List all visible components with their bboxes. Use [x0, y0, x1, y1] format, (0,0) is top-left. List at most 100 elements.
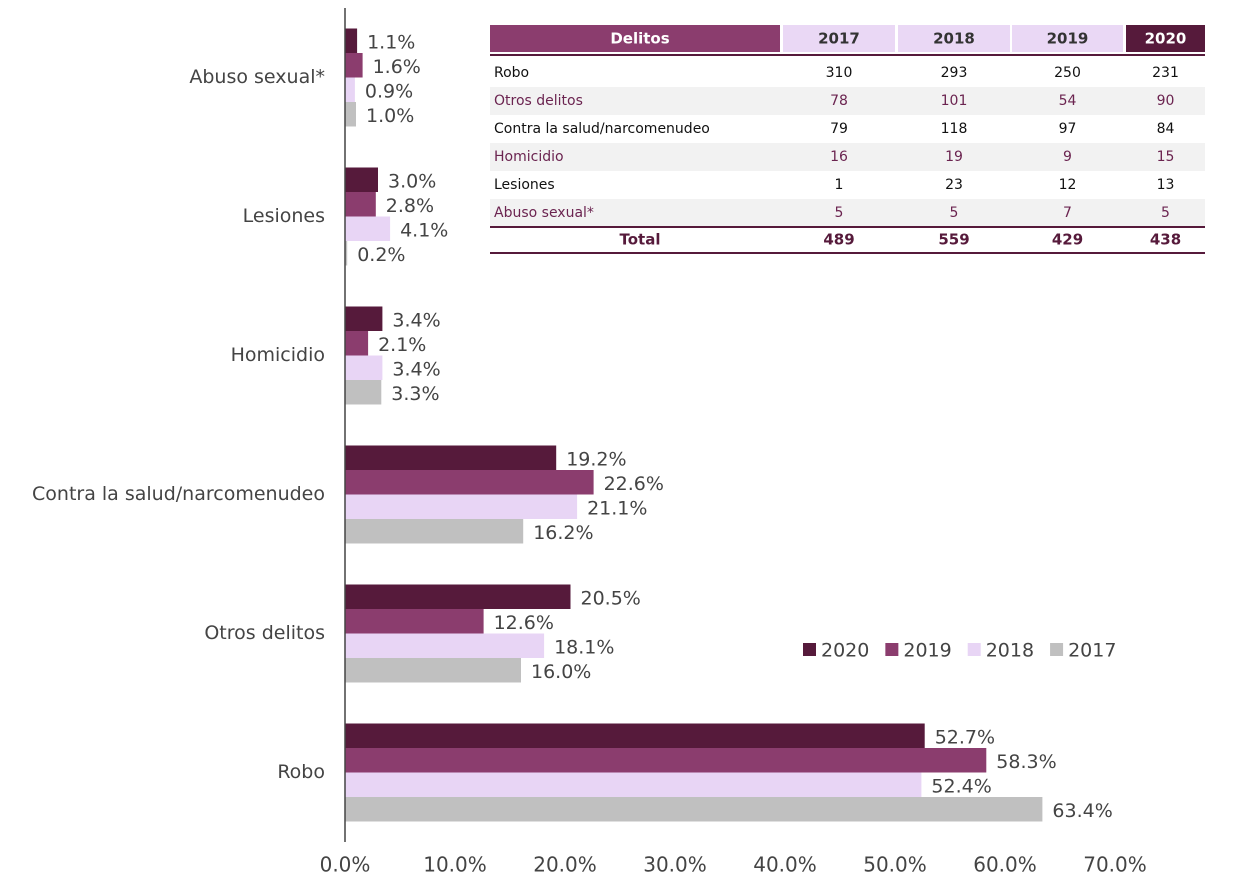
table-header: Delitos — [610, 30, 669, 48]
bar — [345, 748, 987, 773]
bar — [345, 380, 382, 405]
value-label: 52.7% — [935, 726, 995, 748]
legend-swatch — [803, 643, 816, 656]
value-label: 22.6% — [604, 473, 664, 495]
value-label: 0.9% — [365, 80, 413, 102]
table-cell: Abuso sexual* — [494, 205, 594, 221]
table-cell: 13 — [1157, 177, 1175, 193]
table-header-cell — [783, 25, 895, 52]
bar — [345, 584, 571, 609]
table-row-bg — [490, 87, 1205, 115]
table-cell: 90 — [1157, 93, 1175, 109]
legend-swatch — [967, 643, 981, 656]
value-label: 1.1% — [367, 31, 415, 53]
bar — [345, 331, 369, 356]
legend-label: 2018 — [986, 640, 1034, 662]
bar — [345, 797, 1043, 822]
bar — [345, 470, 594, 495]
table-cell: Robo — [494, 65, 529, 81]
bar — [345, 519, 524, 544]
category-label: Abuso sexual* — [189, 66, 325, 88]
bar — [345, 772, 922, 797]
bar — [345, 28, 358, 53]
table-cell: 9 — [1063, 149, 1072, 165]
table-row-bg — [490, 143, 1205, 171]
bar — [345, 77, 355, 102]
legend-label: 2017 — [1068, 640, 1116, 662]
table-cell: 7 — [1063, 205, 1072, 221]
legend-swatch — [885, 643, 899, 656]
table-row-bg — [490, 199, 1205, 227]
value-label: 12.6% — [494, 612, 554, 634]
category-label: Homicidio — [231, 344, 325, 366]
table-header-cell — [1012, 25, 1123, 52]
value-label: 1.0% — [366, 105, 414, 127]
bar — [345, 355, 383, 380]
bar — [345, 192, 376, 217]
bar — [345, 494, 578, 519]
table-header: 2017 — [818, 30, 860, 48]
table-cell: 1 — [835, 177, 844, 193]
bar — [345, 53, 363, 78]
bar — [345, 216, 391, 241]
table-total: 489 — [823, 231, 854, 249]
x-tick-label: 0.0% — [320, 853, 371, 877]
bar — [345, 723, 925, 748]
table-cell: 78 — [830, 93, 848, 109]
table-cell: 293 — [941, 65, 968, 81]
table-cell: 54 — [1059, 93, 1077, 109]
bar — [345, 102, 356, 127]
value-label: 18.1% — [554, 636, 614, 658]
x-tick-label: 30.0% — [643, 853, 707, 877]
table-header-cell — [490, 25, 780, 52]
value-label: 2.8% — [386, 195, 434, 217]
table-cell: 15 — [1157, 149, 1175, 165]
table-cell: Homicidio — [494, 149, 564, 165]
value-label: 20.5% — [581, 587, 641, 609]
table-cell: 23 — [945, 177, 963, 193]
table-cell: 5 — [835, 205, 844, 221]
value-label: 21.1% — [587, 497, 647, 519]
table-header: 2019 — [1047, 30, 1089, 48]
bar — [345, 241, 348, 266]
table-cell: Otros delitos — [494, 93, 583, 109]
table-cell: 97 — [1059, 121, 1077, 137]
table-cell: 19 — [945, 149, 963, 165]
table-cell: 84 — [1157, 121, 1175, 137]
value-label: 3.4% — [392, 358, 440, 380]
bar — [345, 658, 521, 683]
bar — [345, 445, 557, 470]
x-tick-label: 50.0% — [863, 853, 927, 877]
value-label: 4.1% — [400, 219, 448, 241]
table-cell: Contra la salud/narcomenudeo — [494, 121, 710, 137]
value-label: 3.0% — [388, 170, 436, 192]
table-cell: Lesiones — [494, 177, 555, 193]
legend-label: 2020 — [821, 640, 869, 662]
value-label: 1.6% — [373, 56, 421, 78]
value-label: 58.3% — [996, 751, 1056, 773]
value-label: 2.1% — [378, 334, 426, 356]
table-cell: 101 — [941, 93, 968, 109]
table-cell: 16 — [830, 149, 848, 165]
table-cell: 250 — [1054, 65, 1081, 81]
table-total: Total — [620, 231, 661, 249]
table-header-cell — [1126, 25, 1205, 52]
value-label: 16.2% — [533, 522, 593, 544]
bar — [345, 306, 383, 331]
value-label: 3.3% — [391, 383, 439, 405]
value-label: 52.4% — [931, 775, 991, 797]
value-label: 16.0% — [531, 661, 591, 683]
table-total: 559 — [938, 231, 969, 249]
table-total: 429 — [1052, 231, 1083, 249]
table-header: 2020 — [1145, 30, 1187, 48]
table-cell: 231 — [1152, 65, 1179, 81]
x-tick-label: 10.0% — [423, 853, 487, 877]
x-tick-label: 70.0% — [1083, 853, 1147, 877]
category-label: Lesiones — [243, 205, 325, 227]
bar — [345, 609, 484, 634]
table-cell: 5 — [950, 205, 959, 221]
x-tick-label: 40.0% — [753, 853, 817, 877]
x-tick-label: 60.0% — [973, 853, 1037, 877]
category-label: Contra la salud/narcomenudeo — [32, 483, 325, 505]
